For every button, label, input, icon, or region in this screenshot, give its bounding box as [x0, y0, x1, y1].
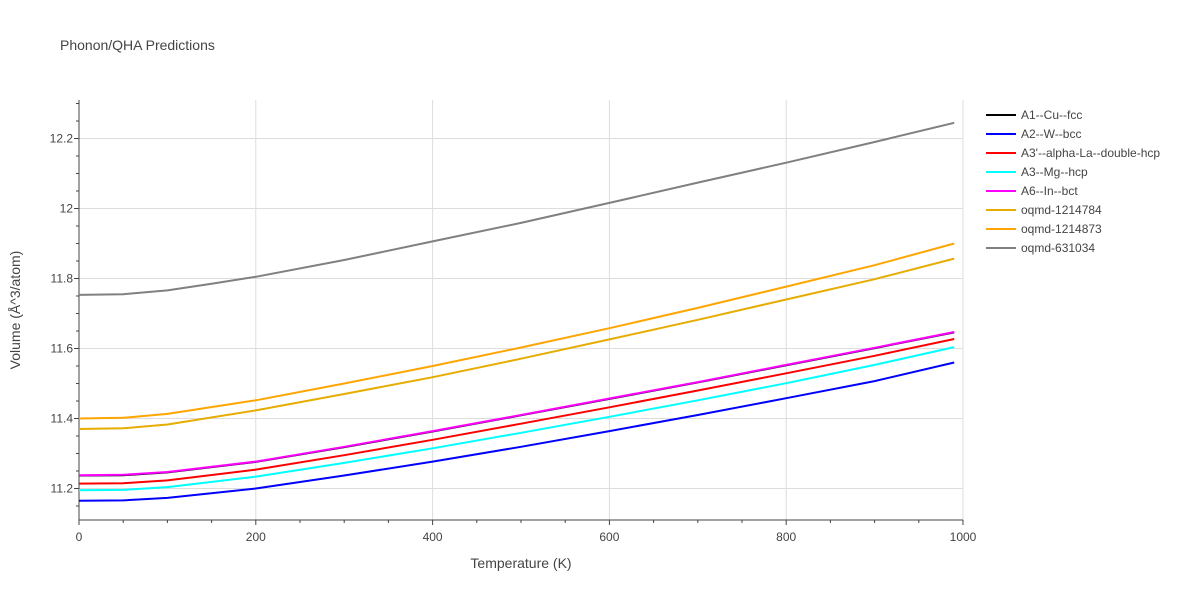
series-lines	[78, 121, 955, 502]
legend: A1--Cu--fcc A2--W--bcc A3'--alpha-La--doub…	[986, 108, 1160, 255]
x-tick-label: 1000	[950, 530, 977, 544]
x-tick-label: 0	[76, 530, 83, 544]
y-tick-label: 12.2	[50, 132, 74, 146]
legend-label: oqmd-1214873	[1021, 222, 1102, 236]
legend-label: A6--In--bct	[1021, 184, 1078, 198]
legend-label: A3--Mg--hcp	[1021, 165, 1088, 179]
series-line	[78, 361, 955, 502]
series-line	[78, 331, 955, 477]
y-tick-label: 11.8	[51, 272, 74, 286]
legend-label: oqmd-1214784	[1021, 203, 1102, 217]
x-tick-label: 200	[246, 530, 266, 544]
y-tick-label: 11.6	[51, 342, 74, 356]
series-line	[78, 257, 955, 430]
chart-title: Phonon/QHA Predictions	[60, 37, 215, 53]
legend-label: A1--Cu--fcc	[1021, 108, 1082, 122]
series-line	[78, 331, 955, 477]
series-line	[78, 242, 955, 420]
x-tick-label: 800	[776, 530, 796, 544]
tick-labels: 0 200 400 600 800 1000 11.2 11.4 11.6 11.8 12 12.2	[50, 132, 977, 545]
axes	[74, 100, 964, 525]
y-tick-label: 11.4	[51, 412, 74, 426]
legend-label: A2--W--bcc	[1021, 127, 1081, 141]
y-tick-label: 12	[60, 202, 74, 216]
y-axis-title: Volume (Å^3/atom)	[7, 251, 23, 370]
grid-lines	[79, 100, 964, 520]
x-axis-title: Temperature (K)	[470, 555, 571, 571]
series-line	[78, 346, 955, 492]
series-line	[78, 338, 955, 485]
x-tick-label: 400	[423, 530, 443, 544]
y-tick-label: 11.2	[51, 482, 74, 496]
series-line	[78, 121, 955, 296]
legend-label: oqmd-631034	[1021, 241, 1095, 255]
x-tick-label: 600	[599, 530, 619, 544]
legend-label: A3'--alpha-La--double-hcp	[1021, 146, 1160, 160]
